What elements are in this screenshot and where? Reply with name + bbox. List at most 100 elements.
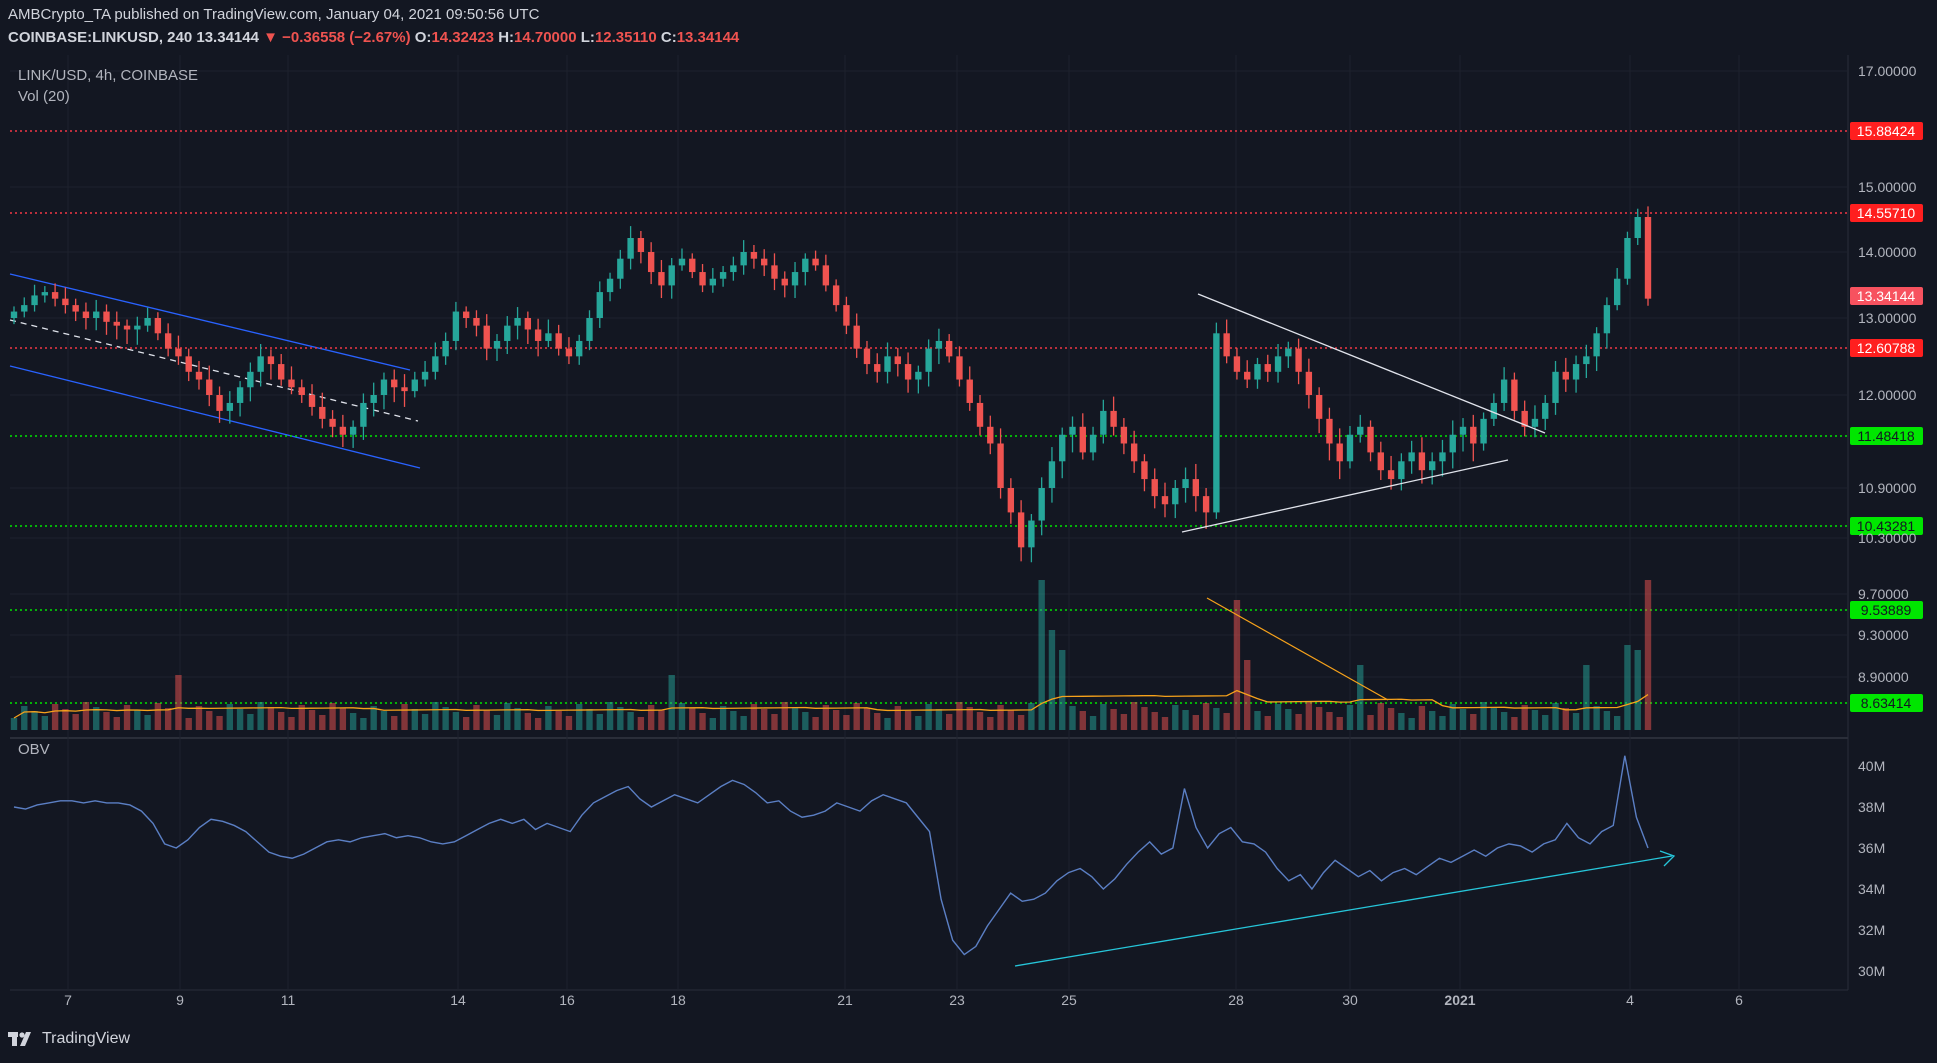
candle-body <box>1151 479 1158 497</box>
obv-tick-label: 36M <box>1858 840 1885 856</box>
volume-bar <box>154 703 162 730</box>
candle-body <box>370 395 377 403</box>
volume-bar <box>545 706 552 730</box>
volume-bar <box>904 711 912 730</box>
volume-bar <box>462 717 470 730</box>
volume-bar <box>843 715 850 730</box>
time-axis[interactable]: 7 9 11 14 16 18 21 23 25 28 30 2021 4 6 <box>64 992 1743 1008</box>
time-tick-label: 23 <box>949 992 965 1008</box>
level-label-bg <box>1850 204 1923 222</box>
volume-bar <box>51 704 59 730</box>
candle-body <box>678 258 686 266</box>
candle-body <box>771 265 778 279</box>
volume-legend[interactable]: Vol (20) <box>18 88 70 105</box>
candle-body <box>1089 434 1097 453</box>
volume-bar <box>329 703 336 730</box>
volume-bar <box>894 706 901 730</box>
volume-bar <box>1326 712 1333 730</box>
time-tick-label: 25 <box>1061 992 1077 1008</box>
level-label: 14.55710 <box>1857 205 1916 221</box>
price-tick-label: 14.00000 <box>1858 244 1917 260</box>
price-tick-label: 9.70000 <box>1858 586 1909 602</box>
candle-body <box>1264 364 1271 372</box>
obv-legend[interactable]: OBV <box>18 741 50 758</box>
volume-bar <box>925 704 932 730</box>
volume-bar <box>504 703 511 730</box>
candle-body <box>1223 333 1230 357</box>
candle-body <box>1418 452 1426 471</box>
candle-body <box>349 426 357 435</box>
obv-trendline <box>1014 855 1673 967</box>
low-value: 12.35110 <box>594 29 657 46</box>
candle-body <box>1079 426 1086 453</box>
volume-bar <box>750 704 758 730</box>
volume-bar <box>144 715 151 730</box>
candle-body <box>987 426 994 444</box>
candle-body <box>925 348 932 372</box>
volume-bar <box>1274 704 1282 730</box>
candle-body <box>1398 461 1405 480</box>
volume-bar <box>1315 707 1323 730</box>
candle-body <box>1500 379 1508 403</box>
candle-body <box>822 265 830 286</box>
volume-bar <box>1305 702 1313 730</box>
volume-bar <box>832 710 840 730</box>
candle-body <box>1172 488 1179 505</box>
volume-bar <box>1120 714 1128 730</box>
candle-body <box>380 379 388 395</box>
candle-body <box>586 318 593 341</box>
volume-bar <box>1418 706 1426 730</box>
volume-bar <box>1130 702 1138 730</box>
candle-body <box>761 258 768 266</box>
candle-body <box>411 379 418 392</box>
candle-body <box>51 292 59 299</box>
volume-bar <box>966 707 973 730</box>
time-tick-label: 18 <box>670 992 686 1008</box>
volume-bar <box>1100 704 1107 730</box>
level-label-bg <box>1850 517 1923 535</box>
pair-legend[interactable]: LINK/USD, 4h, COINBASE <box>18 67 199 84</box>
candle-body <box>976 402 984 427</box>
candle-body <box>802 258 809 273</box>
level-label: 15.88424 <box>1857 123 1916 139</box>
volume-bar <box>1233 600 1241 730</box>
volume-bar <box>1449 704 1456 730</box>
volume-bar <box>586 709 593 730</box>
volume-bar <box>1028 703 1035 730</box>
volume-bar <box>1593 706 1600 730</box>
symbol-ohlc: COINBASE:LINKUSD, 240 13.34144 ▼ −0.3655… <box>8 29 739 46</box>
open-value: 14.32423 <box>431 29 495 46</box>
level-label-bg <box>1850 339 1923 357</box>
candle-body <box>576 340 583 357</box>
volume-bar <box>812 717 819 730</box>
volume-bar <box>380 711 388 730</box>
price-axis[interactable]: 15.88424 14.55710 13.34144 12.60788 11.48418… <box>1850 63 1923 979</box>
candle-body <box>339 426 347 435</box>
candle-body <box>1377 452 1384 471</box>
volume-bar <box>257 702 264 730</box>
volume-bar <box>802 712 809 730</box>
candle-body <box>483 325 490 349</box>
candle-body <box>647 252 655 273</box>
candle-body <box>596 292 603 318</box>
tradingview-footer[interactable]: TradingView <box>8 1029 130 1049</box>
time-tick-label: 9 <box>176 992 184 1008</box>
volume-bar <box>771 714 778 730</box>
level-label: 13.34144 <box>1857 288 1916 304</box>
candle-body <box>103 311 110 322</box>
candle-body <box>442 340 449 357</box>
symbol-label[interactable]: COINBASE:LINKUSD, 240 <box>8 29 193 46</box>
candle-body <box>1182 479 1189 488</box>
volume-bar <box>1439 716 1446 730</box>
volume-bar <box>10 718 18 730</box>
volume-bar <box>1634 650 1641 730</box>
candle-body <box>144 318 151 326</box>
volume-bar <box>658 710 665 730</box>
candle-body <box>1069 426 1076 435</box>
candle-body <box>1038 488 1045 521</box>
candle-body <box>791 272 799 286</box>
candle-body <box>1357 426 1364 435</box>
price-tick-label: 12.00000 <box>1858 387 1917 403</box>
volume-bar <box>278 712 285 730</box>
